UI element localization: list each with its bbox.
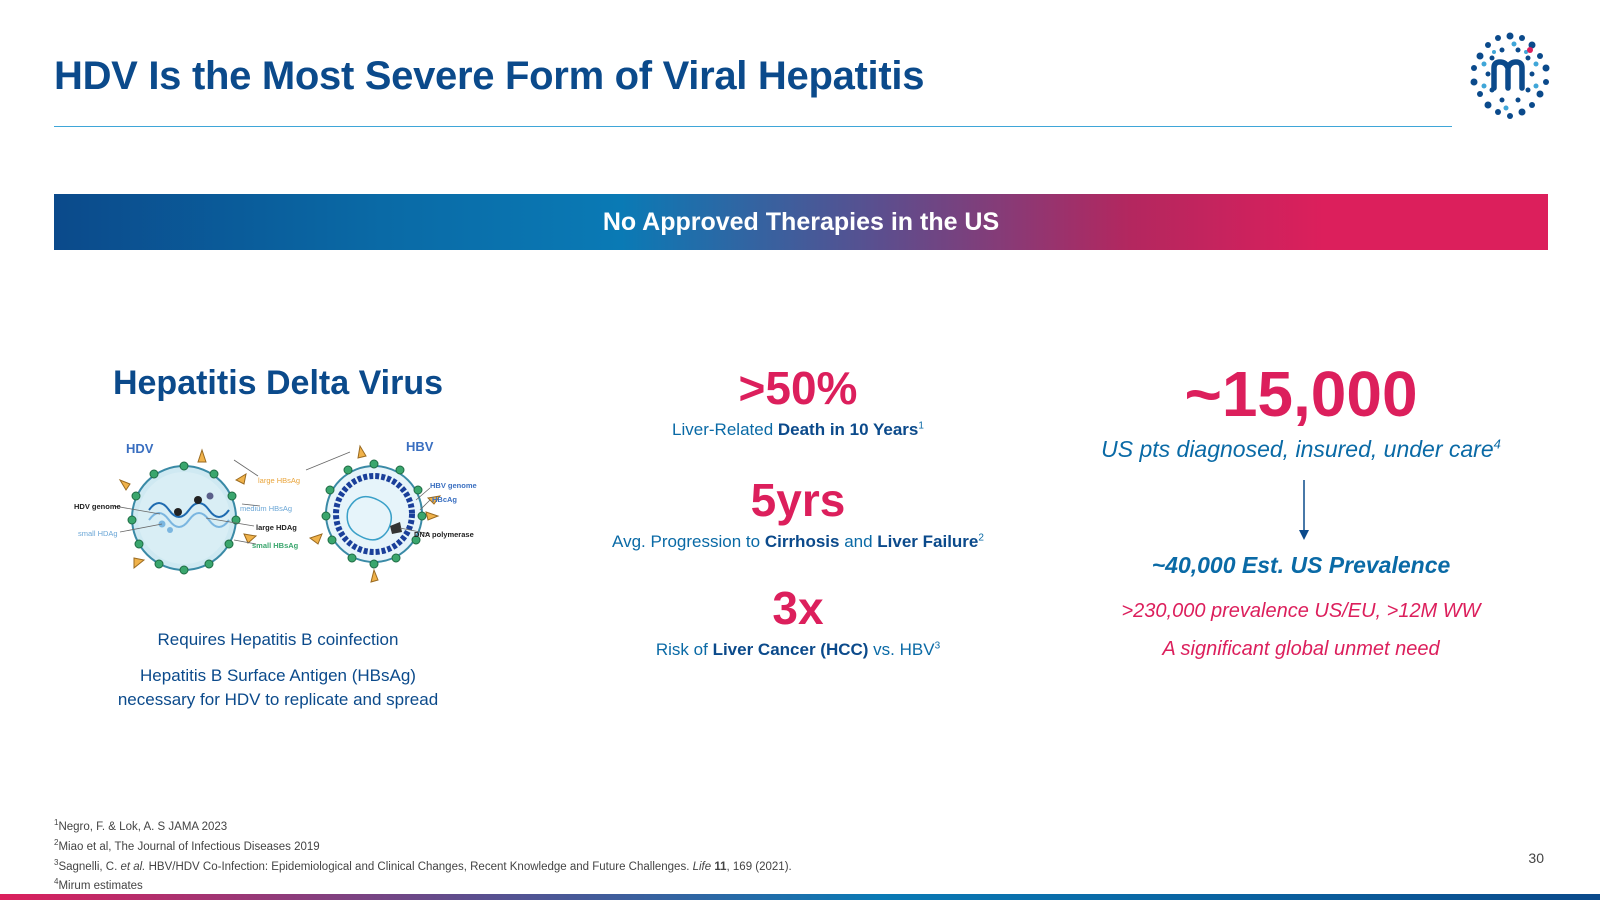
big-number: ~15,000 <box>1060 358 1542 430</box>
stat-description: Liver-Related Death in 10 Years1 <box>672 420 924 439</box>
big-number-value: ~15,000 <box>1184 358 1418 430</box>
stat-value: 5yrs <box>750 474 846 526</box>
arrow-down-icon <box>1299 480 1309 540</box>
footnotes: 1Negro, F. & Lok, A. S JAMA 2023 2Miao e… <box>54 815 792 894</box>
hdv-heading: Hepatitis Delta Virus <box>112 364 444 402</box>
bottom-accent-bar <box>0 894 1600 900</box>
hbsag-text: Hepatitis B Surface Antigen (HBsAg) nece… <box>54 664 502 712</box>
prevalence-text: ~40,000 Est. US Prevalence <box>1151 552 1451 578</box>
page-number: 30 <box>1528 850 1544 866</box>
company-logo-icon <box>1470 32 1550 119</box>
large-hdag-label: large HDAg <box>256 523 297 532</box>
hbv-particle <box>308 444 442 583</box>
pts-text-main: US pts diagnosed, insured, under care <box>1101 436 1494 462</box>
stat-death: >50% Liver-Related Death in 10 Years1 <box>560 362 1036 440</box>
stat-description: Risk of Liver Cancer (HCC) vs. HBV3 <box>655 640 941 659</box>
dna-polymerase-label: DNA polymerase <box>414 530 474 539</box>
hbv-label: HBV <box>406 440 434 454</box>
hbsag-line-2: necessary for HDV to replicate and sprea… <box>117 690 439 709</box>
requires-coinfection-text: Requires Hepatitis B coinfection <box>157 630 399 649</box>
footnote-4: 4Mirum estimates <box>54 877 143 893</box>
hdv-particle <box>118 448 258 575</box>
hdv-hbv-diagram: HDV HBV HDV genome small HDAg large HBsA… <box>74 440 477 583</box>
stat-description: Avg. Progression to Cirrhosis and Liver … <box>612 532 984 551</box>
hdv-genome-label: HDV genome <box>74 502 121 511</box>
global-prevalence: >230,000 prevalence US/EU, >12M WW <box>1060 600 1542 623</box>
small-hbsag-label: small HBsAg <box>252 541 299 550</box>
footnote-1: 1Negro, F. & Lok, A. S JAMA 2023 <box>54 818 228 833</box>
footnote-2: 2Miao et al, The Journal of Infectious D… <box>54 837 320 853</box>
stat-value: >50% <box>738 362 858 414</box>
banner: No Approved Therapies in the US <box>54 194 1548 250</box>
unmet-need-text: A significant global unmet need <box>1162 638 1440 660</box>
stat-cancer-risk: 3x Risk of Liver Cancer (HCC) vs. HBV3 <box>560 582 1036 660</box>
slide-title: HDV Is the Most Severe Form of Viral Hep… <box>54 54 925 98</box>
medium-hbsag-label: medium HBsAg <box>240 504 292 513</box>
prevalence: ~40,000 Est. US Prevalence <box>1060 552 1542 579</box>
hbv-genome-label: HBV genome <box>430 481 477 490</box>
hbsag-line-1: Hepatitis B Surface Antigen (HBsAg) <box>140 666 416 685</box>
banner-text: No Approved Therapies in the US <box>602 207 1000 236</box>
footnote-3: 3Sagnelli, C. et al. HBV/HDV Co-Infectio… <box>54 857 792 873</box>
stat-value: 3x <box>772 582 824 634</box>
hdv-label: HDV <box>126 441 154 456</box>
small-hdag-label: small HDAg <box>78 529 118 538</box>
title-divider <box>54 126 1452 127</box>
large-hbsag-label: large HBsAg <box>258 476 300 485</box>
pts-text: US pts diagnosed, insured, under care4 <box>1101 436 1501 462</box>
stat-progression: 5yrs Avg. Progression to Cirrhosis and L… <box>560 474 1036 552</box>
global-prevalence-text: >230,000 prevalence US/EU, >12M WW <box>1121 600 1481 622</box>
hbcag-label: HBcAg <box>432 495 457 504</box>
unmet-need: A significant global unmet need <box>1060 638 1542 661</box>
